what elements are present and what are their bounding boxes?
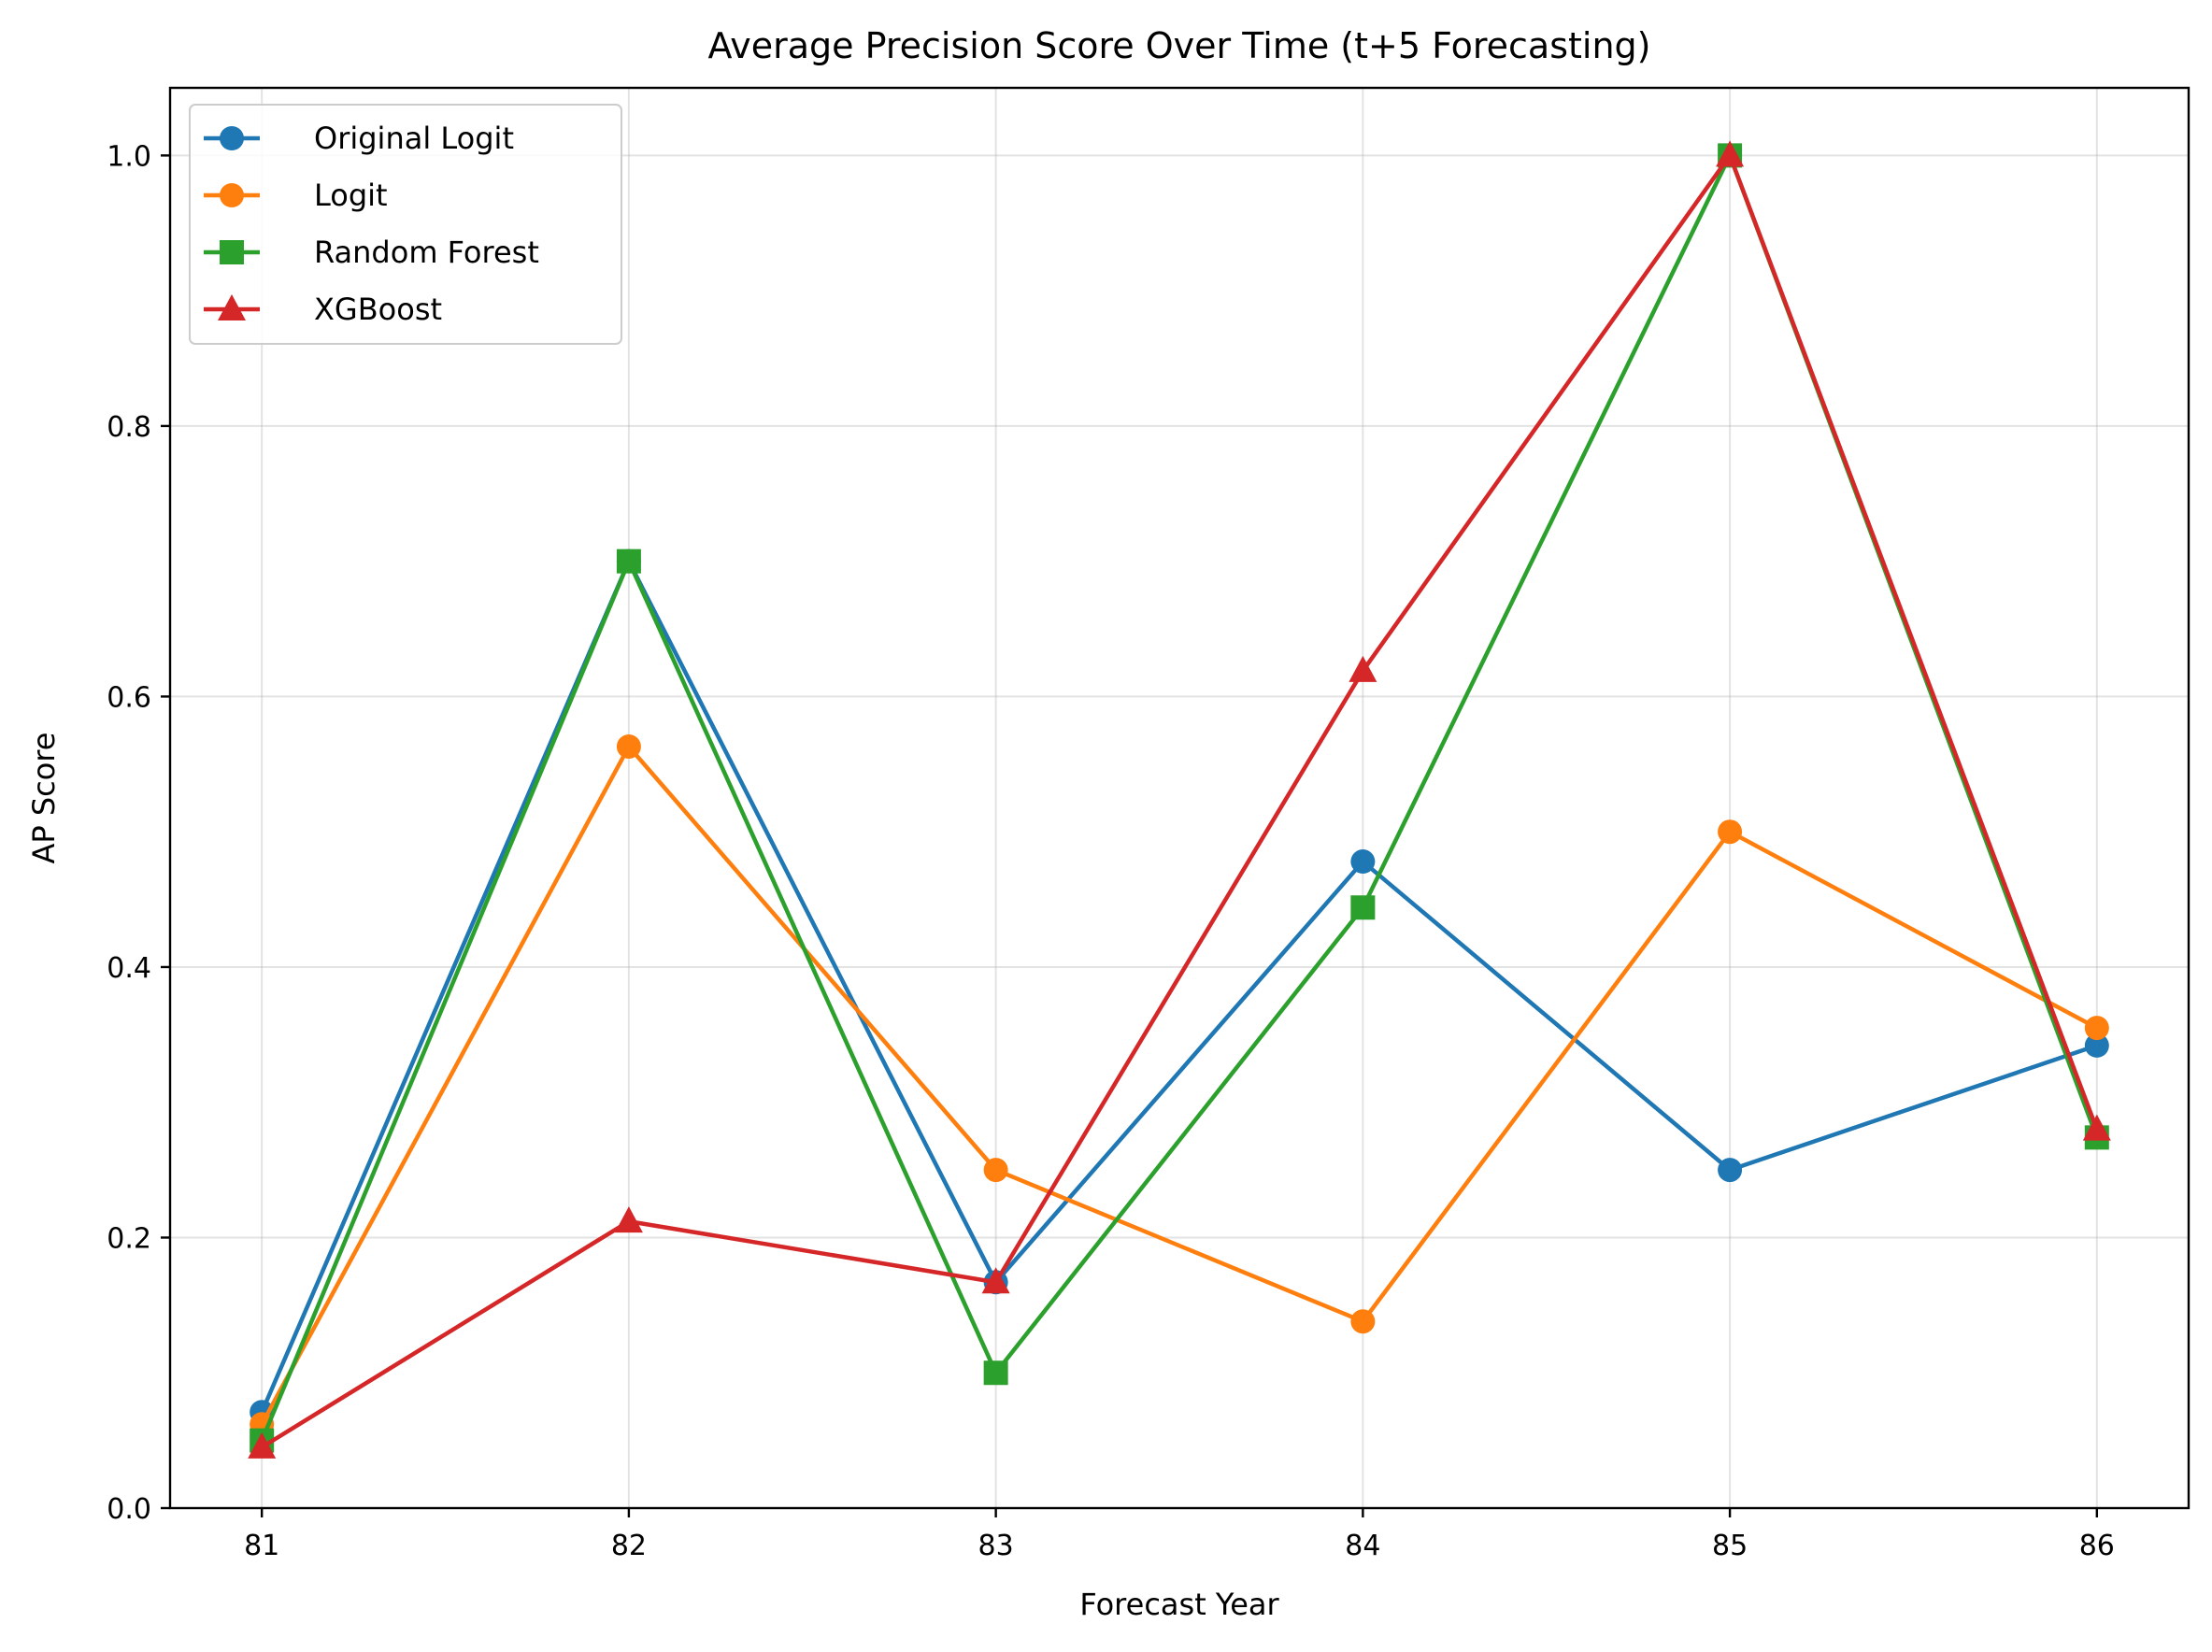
x-axis-label: Forecast Year xyxy=(1079,1587,1279,1622)
legend-marker xyxy=(220,183,244,207)
legend-label: XGBoost xyxy=(314,292,442,327)
legend-entry: Random Forest xyxy=(204,235,539,270)
x-tick-label: 84 xyxy=(1345,1530,1380,1562)
series-line xyxy=(261,153,2099,1449)
legend-marker xyxy=(220,240,244,264)
data-point xyxy=(614,1206,643,1233)
chart-title: Average Precision Score Over Time (t+5 F… xyxy=(707,25,1650,66)
legend-entry: Original Logit xyxy=(204,121,514,156)
data-point xyxy=(2084,1016,2109,1041)
data-point xyxy=(1718,1158,1743,1183)
legend-box xyxy=(189,104,622,345)
legend-entry: Logit xyxy=(204,178,388,213)
y-axis-label: AP Score xyxy=(26,733,62,864)
data-point xyxy=(983,1158,1008,1183)
y-tick-label: 1.0 xyxy=(107,140,151,173)
data-point xyxy=(2084,1032,2109,1058)
x-tick-label: 82 xyxy=(611,1530,647,1562)
data-point xyxy=(2082,1114,2111,1141)
data-point xyxy=(981,1267,1010,1294)
series-original-logit xyxy=(250,548,2109,1425)
legend-marker xyxy=(220,126,244,150)
y-tick-label: 0.6 xyxy=(107,681,151,714)
y-tick-label: 0.0 xyxy=(107,1493,151,1526)
data-point xyxy=(1350,849,1376,875)
series-logit xyxy=(250,733,2109,1437)
series-line xyxy=(260,559,2098,1414)
legend-label: Logit xyxy=(314,178,388,213)
y-tick-label: 0.4 xyxy=(107,952,151,985)
data-point xyxy=(616,733,641,759)
legend: Original Logit Logit Random Forest XGBoost xyxy=(189,104,622,345)
x-tick-label: 85 xyxy=(1712,1530,1748,1562)
y-tick-label: 0.2 xyxy=(107,1222,151,1255)
x-tick-label: 86 xyxy=(2079,1530,2115,1562)
data-point xyxy=(248,1431,277,1459)
data-point xyxy=(1350,1309,1376,1334)
data-point xyxy=(1350,895,1376,920)
x-tick-label: 81 xyxy=(244,1530,279,1562)
data-point xyxy=(1716,140,1745,167)
legend-entry: XGBoost xyxy=(204,292,442,327)
series-line xyxy=(260,744,2098,1426)
legend-label: Original Logit xyxy=(314,121,514,156)
data-point xyxy=(616,548,641,574)
data-point xyxy=(1349,655,1377,682)
data-point xyxy=(1718,819,1743,845)
axis-ticks: 81 82 83 84 85 86 0.0 0.2 0.4 0.6 0.8 1.0 xyxy=(107,140,2115,1562)
series-layer xyxy=(248,140,2111,1459)
series-xgboost xyxy=(248,140,2111,1459)
data-point xyxy=(983,1360,1008,1386)
legend-label: Random Forest xyxy=(314,235,539,270)
plot-area-frame xyxy=(168,86,2191,1510)
legend-marker xyxy=(218,294,246,320)
x-tick-label: 83 xyxy=(978,1530,1014,1562)
y-tick-label: 0.8 xyxy=(107,411,151,444)
